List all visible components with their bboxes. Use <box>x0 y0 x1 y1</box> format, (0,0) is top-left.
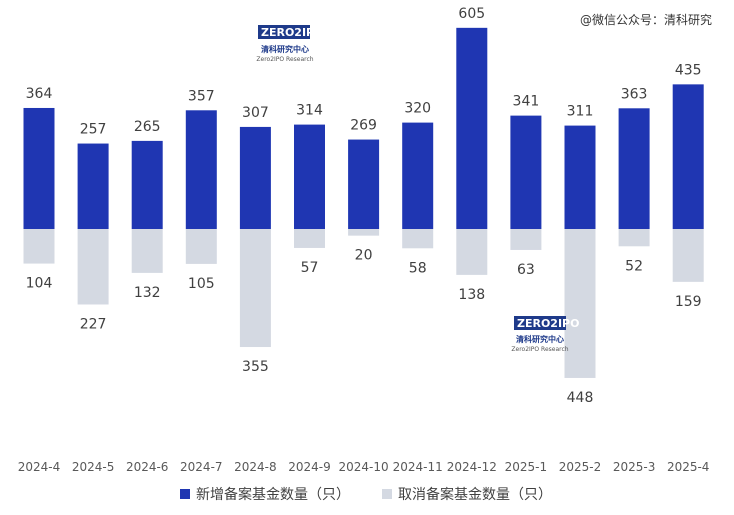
category-label-2025-2: 2025-2 <box>559 460 602 474</box>
bar-new-2025-3 <box>618 108 650 229</box>
category-label-2024-6: 2024-6 <box>126 460 169 474</box>
data-label-cancel-2024-12: 138 <box>458 287 485 303</box>
bar-cancel-2024-11 <box>402 229 434 249</box>
category-label-2024-9: 2024-9 <box>288 460 331 474</box>
category-label-2024-11: 2024-11 <box>393 460 443 474</box>
bar-new-2024-11 <box>402 122 434 229</box>
logo-top-cn: 清科研究中心 <box>261 44 309 54</box>
category-label-2024-7: 2024-7 <box>180 460 223 474</box>
bar-new-2024-12 <box>456 27 488 230</box>
category-label-2025-1: 2025-1 <box>505 460 548 474</box>
category-axis: 2024-4 2024-5 2024-6 2024-7 2024-8 2024-9 2024… <box>18 460 710 474</box>
category-label-2025-4: 2025-4 <box>667 460 710 474</box>
category-label-2024-4: 2024-4 <box>18 460 61 474</box>
category-label-2024-12: 2024-12 <box>447 460 497 474</box>
logo-bottom-en: Zero2IPO Research <box>511 346 568 353</box>
data-label-cancel-2024-11: 58 <box>409 260 427 276</box>
data-label-cancel-2024-5: 227 <box>80 316 107 332</box>
category-label-2025-3: 2025-3 <box>613 460 656 474</box>
data-label-cancel-2025-4: 159 <box>675 294 702 310</box>
data-label-new-2024-4: 364 <box>26 86 53 102</box>
bar-cancel-2024-4 <box>23 229 55 264</box>
logo-top: ZERO2IPO 清科研究中心 Zero2IPO Research <box>256 25 323 63</box>
legend-swatch-cancel <box>382 489 392 499</box>
data-label-cancel-2024-6: 132 <box>134 285 161 301</box>
category-label-2024-8: 2024-8 <box>234 460 277 474</box>
data-label-cancel-2025-3: 52 <box>625 258 643 274</box>
logo-bottom: ZERO2IPO 清科研究中心 Zero2IPO Research <box>511 316 579 353</box>
legend-label-new: 新增备案基金数量（只） <box>196 486 350 503</box>
bar-new-2024-6 <box>131 140 163 229</box>
bar-new-2025-4 <box>672 84 704 229</box>
logo-bottom-badge <box>514 316 566 330</box>
legend-label-cancel: 取消备案基金数量（只） <box>398 486 552 503</box>
data-label-new-2024-5: 257 <box>80 122 107 138</box>
data-label-cancel-2024-10: 20 <box>355 248 373 264</box>
category-label-2024-10: 2024-10 <box>339 460 389 474</box>
legend-swatch-new <box>180 489 190 499</box>
bar-cancel-2025-3 <box>618 229 650 247</box>
bar-cancel-2024-9 <box>294 229 325 248</box>
data-label-new-2025-4: 435 <box>675 62 702 78</box>
bar-new-2025-2 <box>564 125 596 229</box>
data-label-new-2025-1: 341 <box>513 94 540 110</box>
bar-new-2025-1 <box>510 115 542 229</box>
data-label-new-2025-3: 363 <box>621 86 648 102</box>
data-label-new-2024-6: 265 <box>134 119 161 135</box>
data-label-new-2024-11: 320 <box>404 101 431 117</box>
logo-top-badge <box>258 25 310 39</box>
category-label-2024-5: 2024-5 <box>72 460 115 474</box>
data-label-cancel-2025-2: 448 <box>567 390 594 406</box>
data-label-new-2024-7: 357 <box>188 88 215 104</box>
bar-cancel-2025-1 <box>510 229 542 250</box>
data-label-cancel-2024-4: 104 <box>26 276 53 292</box>
bar-new-2024-10 <box>348 139 380 229</box>
bar-cancel-2024-10 <box>348 229 380 236</box>
bar-cancel-2025-2 <box>564 229 596 378</box>
logo-bottom-brand: ZERO2IPO <box>517 317 579 330</box>
data-label-new-2024-9: 314 <box>296 103 323 119</box>
bar-cancel-2024-6 <box>131 229 163 273</box>
data-label-new-2025-2: 311 <box>567 104 594 120</box>
bar-new-2024-8 <box>239 126 271 229</box>
logo-top-en: Zero2IPO Research <box>256 56 313 63</box>
logo-top-brand: ZERO2IPO <box>261 26 323 39</box>
bar-new-2024-4 <box>23 107 55 229</box>
data-label-new-2024-10: 269 <box>350 118 377 134</box>
label-layer: 364 104 257 227 265 132 357 105 307 355 314 57 269 20… <box>26 6 702 406</box>
data-label-cancel-2024-9: 57 <box>301 260 319 276</box>
data-label-new-2024-8: 307 <box>242 105 269 121</box>
logo-bottom-cn: 清科研究中心 <box>516 334 564 344</box>
bar-cancel-2024-8 <box>239 229 271 348</box>
data-label-new-2024-12: 605 <box>458 6 485 22</box>
data-label-cancel-2025-1: 63 <box>517 262 535 278</box>
bar-new-2024-7 <box>185 110 217 229</box>
bar-cancel-2025-4 <box>672 229 704 282</box>
data-label-cancel-2024-8: 355 <box>242 359 269 375</box>
watermark: @微信公众号：清科研究 <box>580 12 712 27</box>
bar-cancel-2024-5 <box>77 229 109 305</box>
bar-cancel-2024-7 <box>185 229 217 264</box>
bar-cancel-2024-12 <box>456 229 488 275</box>
data-label-cancel-2024-7: 105 <box>188 276 215 292</box>
bar-new-2024-9 <box>294 124 325 229</box>
legend: 新增备案基金数量（只） 取消备案基金数量（只） <box>180 486 552 503</box>
bar-new-2024-5 <box>77 143 109 229</box>
bar-layer <box>23 27 704 378</box>
